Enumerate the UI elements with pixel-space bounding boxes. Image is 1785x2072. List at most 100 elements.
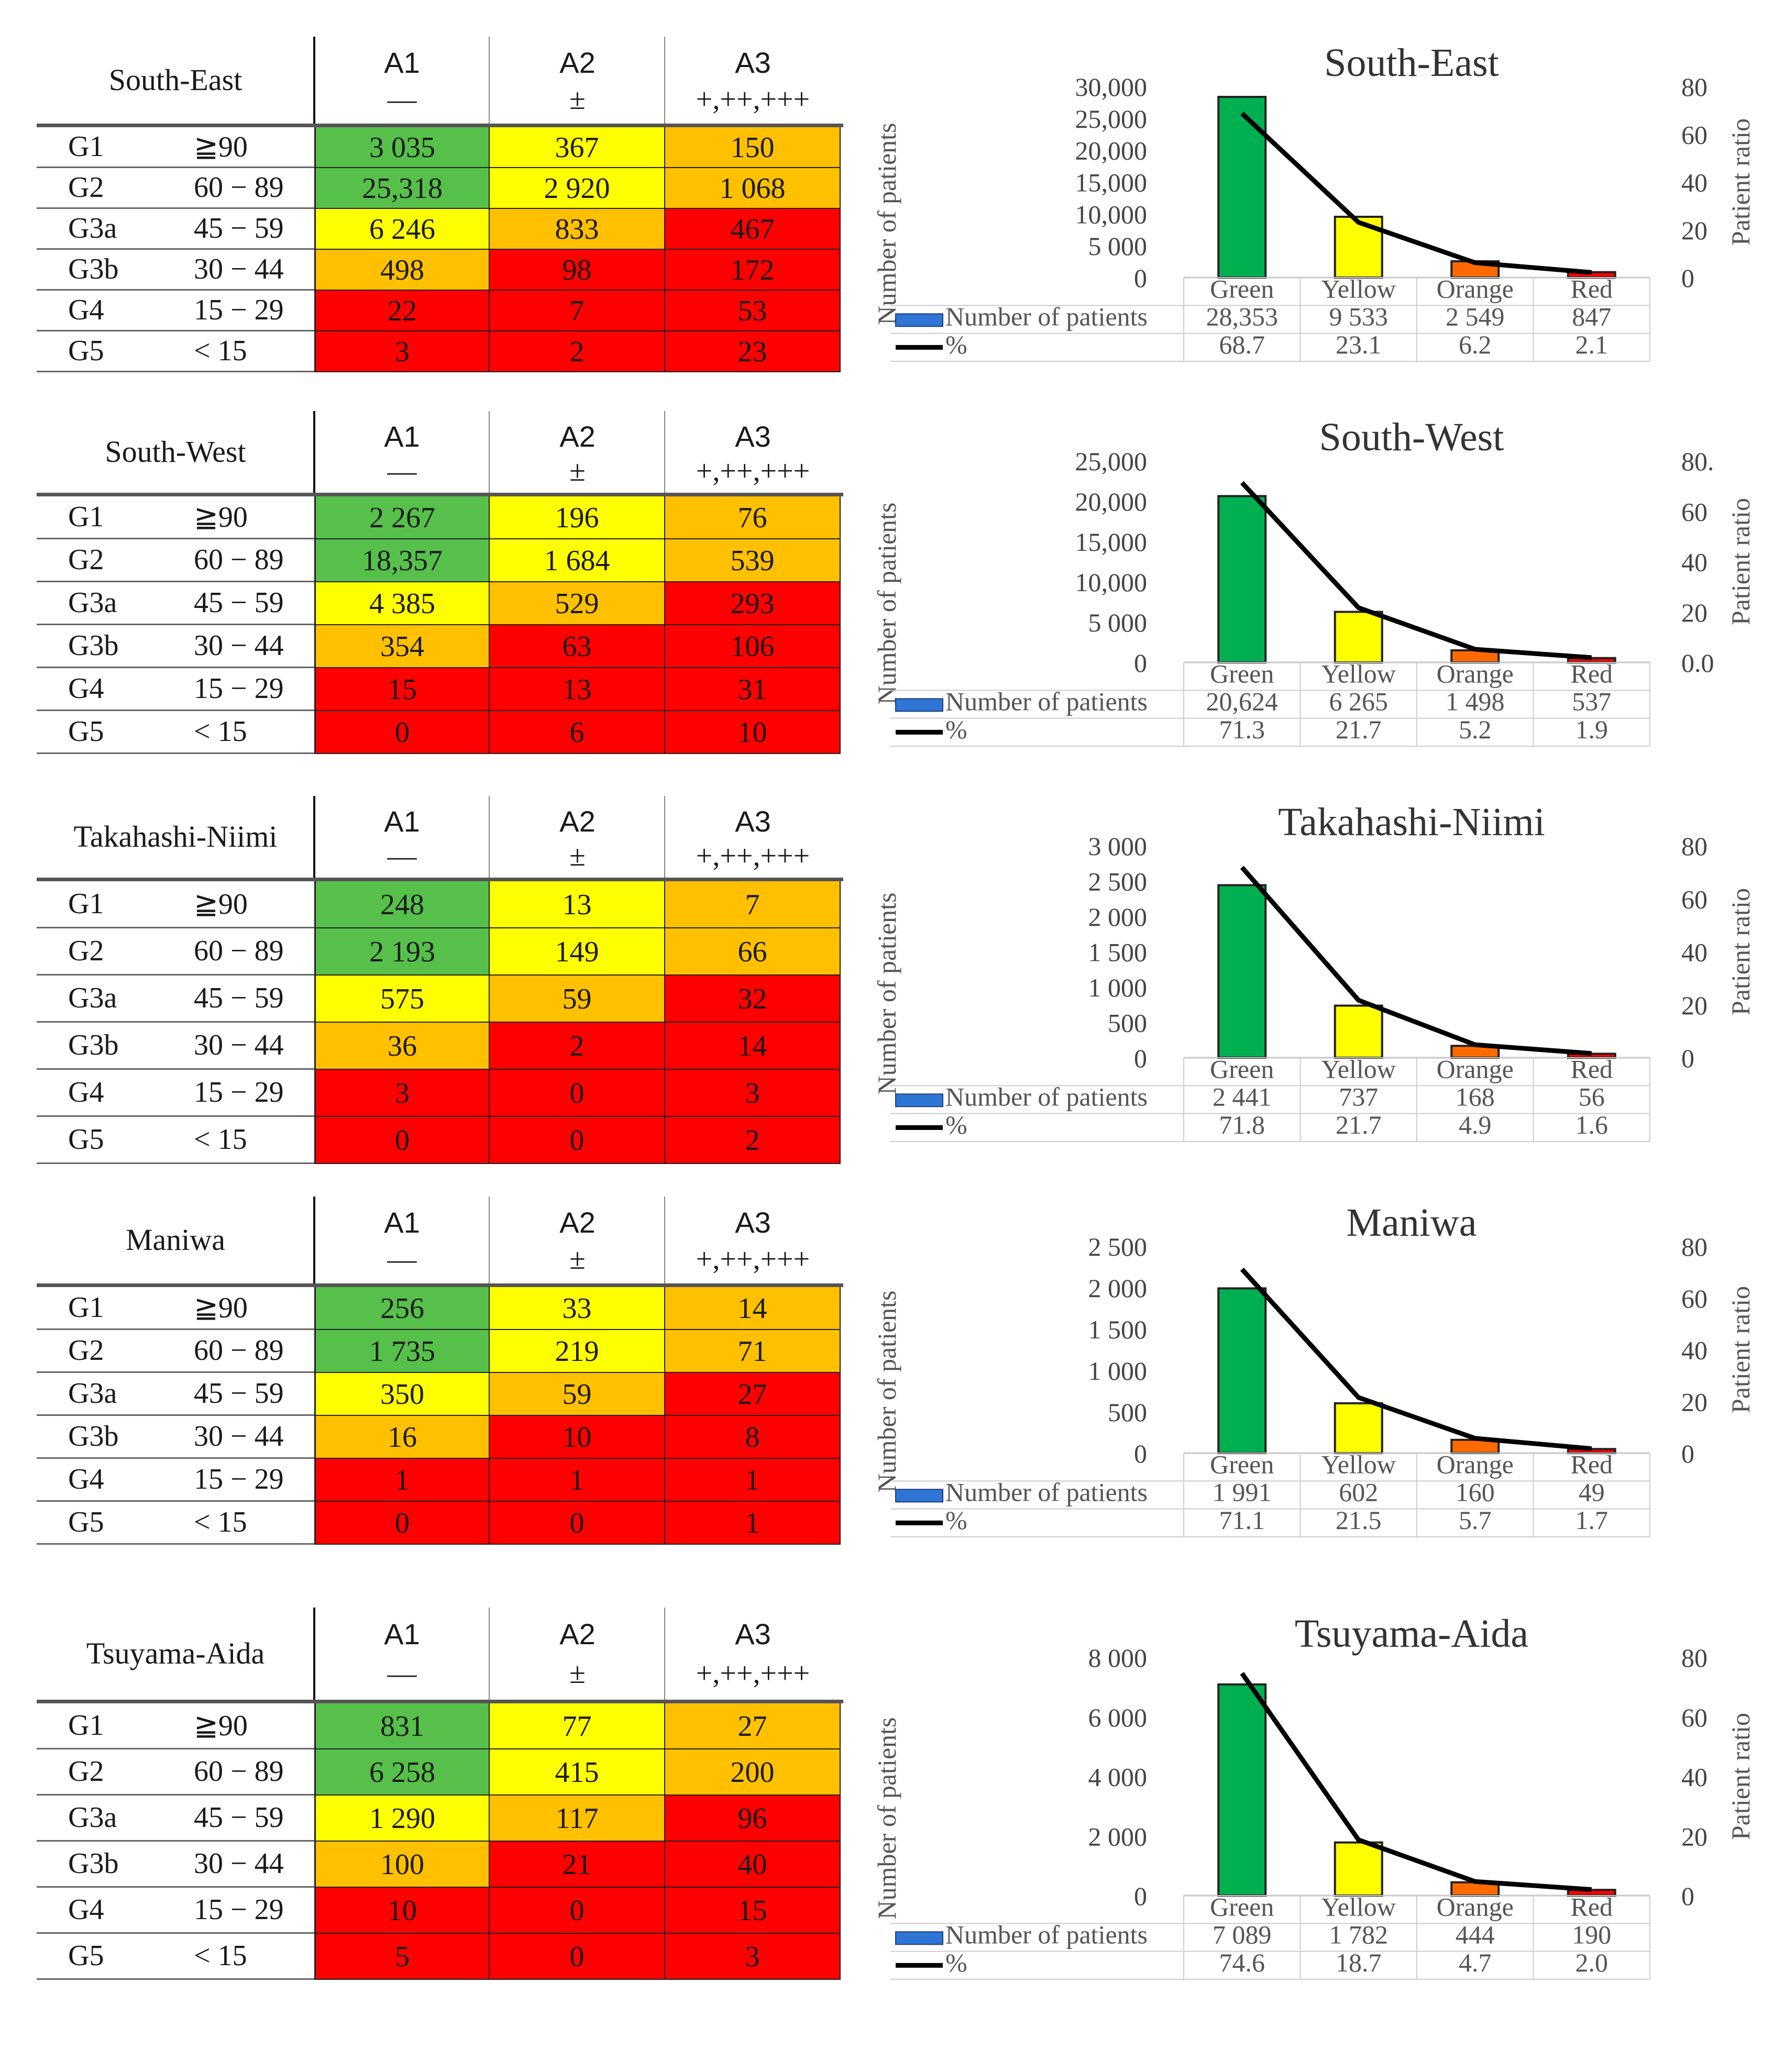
gfr-grade: G3b [68,1847,119,1880]
gfr-grade: G4 [68,1076,104,1109]
patient-count-cell: 3 [665,1934,841,1980]
albuminuria-category-head: A1 [384,420,420,453]
patient-count-cell: 36 [314,1023,490,1070]
gfr-grade: G3a [68,212,117,245]
gfr-range: 45 − 59 [194,212,284,245]
count-data-label: 444 [1456,1920,1495,1949]
patient-count-cell: 7 [490,291,665,331]
gfr-grade: G2 [68,544,104,576]
albuminuria-category-sub: — [387,1243,417,1276]
table-row: G1 ≧90 3 035 367 150 [37,127,843,168]
gfr-category-label: G3b 30 − 44 [37,1023,314,1070]
y-tick-label: 20,000 [1075,136,1148,165]
patient-count-cell: 0 [314,711,490,754]
legend-line-label: % [945,330,967,359]
patient-count-cell: 248 [314,881,490,928]
gfr-range: < 15 [194,335,247,367]
y2-tick-label: 40 [1681,1763,1707,1792]
patient-count-cell: 1 [490,1459,665,1502]
y2-tick-label: 60 [1681,1703,1707,1732]
albuminuria-category-head: A3 [735,805,771,838]
patient-count-cell: 539 [665,539,841,582]
patient-count-cell: 59 [490,976,665,1023]
count-data-label: 56 [1579,1082,1605,1112]
albuminuria-category-head: A3 [735,1206,771,1239]
gfr-grade: G3a [68,1801,117,1834]
gfr-range: 60 − 89 [194,171,284,204]
gfr-range: 30 − 44 [194,1847,284,1880]
percent-data-label: 2.1 [1575,330,1608,359]
patient-count-cell: 575 [314,976,490,1023]
patient-count-cell: 76 [665,496,841,539]
percent-data-label: 21.5 [1336,1505,1382,1535]
gfr-category-label: G4 15 − 29 [37,1070,314,1117]
patient-distribution-chart: Maniwa 0 500 1 000 1 500 2 000 2 500 0 20 40 60 80 N… [872,1201,1755,1537]
patient-count-cell: 350 [314,1373,490,1416]
gfr-grade: G1 [68,1291,104,1324]
percent-data-label: 74.6 [1219,1948,1265,1977]
gfr-grade: G1 [68,888,104,920]
percent-line [1240,1267,1592,1451]
gfr-range: ≧90 [194,1710,248,1742]
table-row: G3a 45 − 59 1 290 117 96 [37,1796,843,1842]
patient-count-cell: 3 [314,331,490,372]
patient-count-cell: 18,357 [314,539,490,582]
patient-count-cell: 6 258 [314,1749,490,1796]
y-axis-title: Number of patients [872,502,901,704]
patient-count-cell: 354 [314,625,490,668]
gfr-grade: G2 [68,171,104,204]
patient-count-cell: 53 [665,291,841,331]
percent-data-label: 21.7 [1336,715,1382,744]
region-name: Maniwa [125,1223,226,1257]
ckd-heatmap-table: South-East A1— A2 ± A3 +,++,+++ G1 ≧90 3 035 367 1… [37,37,843,372]
region-panel: Tsuyama-Aida A1 — A2 ± A3 +,++,+++ G1 ≧90 831 77 27… [0,1608,1785,1990]
albuminuria-category-sub: +,++,+++ [696,1243,810,1276]
table-row: G3b 30 − 44 36 2 14 [37,1023,843,1070]
gfr-grade: G4 [68,1463,104,1495]
category-label: Orange [1437,1892,1514,1921]
patient-count-cell: 2 193 [314,928,490,976]
albuminuria-category-sub: +,++,+++ [696,455,810,488]
header-rule [37,493,843,496]
patient-count-cell: 2 [490,1023,665,1070]
y2-tick-label: 0 [1681,1439,1694,1468]
y-tick-label: 20,000 [1075,487,1148,516]
y-tick-label: 500 [1108,1009,1147,1038]
patient-count-cell: 1 684 [490,539,665,582]
gfr-category-label: G2 60 − 89 [37,539,314,582]
patient-count-cell: 3 [314,1070,490,1117]
gfr-category-label: G1 ≧90 [37,1287,314,1330]
gfr-range: ≧90 [194,501,248,534]
patient-count-cell: 21 [490,1842,665,1888]
ckd-heatmap-table: South-West A1— A2 ± A3 +,++,+++ G1 ≧90 2 267 196 7… [37,411,843,754]
gfr-category-label: G5 < 15 [37,1934,314,1980]
ckd-heatmap-table: Tsuyama-Aida A1 — A2 ± A3 +,++,+++ G1 ≧90 831 77 27… [37,1608,843,1980]
gfr-category-label: G3b 30 − 44 [37,250,314,291]
y2-axis-title: Patient ratio [1726,1713,1755,1840]
patient-count-cell: 0 [490,1502,665,1545]
region-panel: Maniwa A1 — A2 ± A3 +,++,+++ G1 ≧90 256 33 14 G2 60 −… [0,1196,1785,1547]
bar-yellow [1334,611,1383,664]
patient-count-cell: 25,318 [314,168,490,209]
chart-title: Tsuyama-Aida [1295,1612,1528,1656]
header-separator [489,1608,490,1702]
gfr-range: 15 − 29 [194,1893,284,1926]
category-label: Orange [1437,1449,1514,1479]
gfr-category-label: G1 ≧90 [37,496,314,539]
table-row: G4 15 − 29 15 13 31 [37,668,843,711]
legend-bar-key [895,1931,943,1945]
y2-tick-label: 40 [1681,1336,1707,1365]
gfr-range: < 15 [194,1123,247,1156]
gfr-grade: G1 [68,1709,104,1742]
percent-line [1240,481,1592,660]
gfr-grade: G1 [68,130,104,163]
patient-count-cell: 22 [314,291,490,331]
gfr-category-label: G4 15 − 29 [37,291,314,331]
header-rule [37,124,843,127]
percent-data-label: 1.9 [1575,715,1608,744]
count-data-label: 168 [1456,1082,1495,1112]
count-data-label: 160 [1456,1478,1495,1507]
gfr-range: 60 − 89 [194,1334,284,1367]
percent-data-label: 23.1 [1336,330,1382,359]
patient-count-cell: 0 [490,1934,665,1980]
